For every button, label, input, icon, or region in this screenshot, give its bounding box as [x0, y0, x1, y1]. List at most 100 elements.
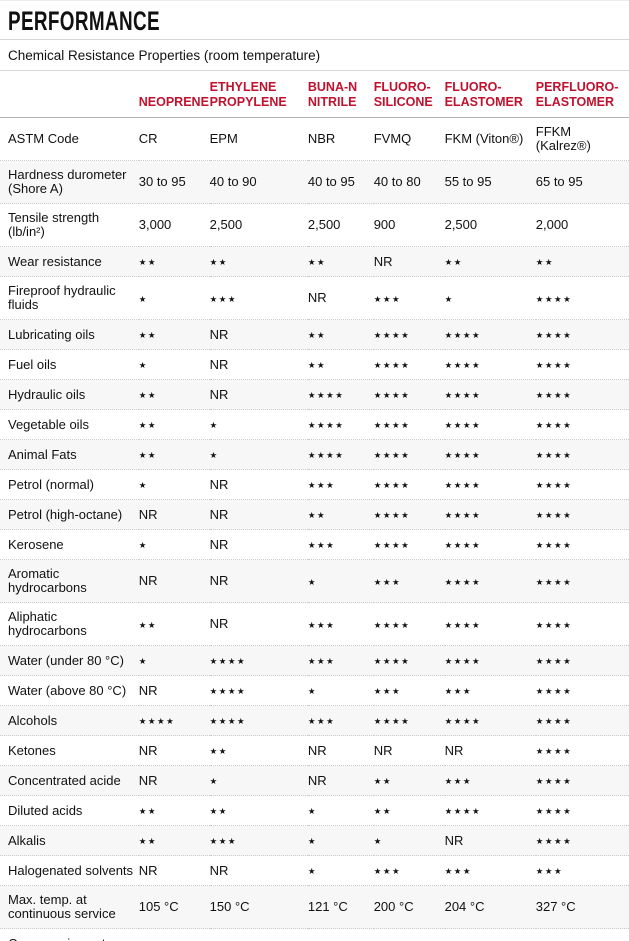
cell: ★: [209, 765, 308, 796]
cell: ★★★★: [373, 409, 445, 440]
cell: ★★★: [307, 705, 374, 736]
column-header-perfluoro-elastomer: PERFLUORO- ELASTOMER: [535, 71, 629, 118]
table-row: Water (under 80 °C) ★ ★★★★ ★★★ ★★★★ ★★★★ ★★★★: [0, 645, 629, 676]
table-row: Hardness durometer (Shore A) 30 to 95 40 to…: [0, 160, 629, 204]
cell: 2,500: [307, 203, 374, 247]
cell: EPM: [209, 131, 238, 146]
table-subtitle: Chemical Resistance Properties (room tem…: [0, 40, 629, 71]
cell: NR: [138, 735, 210, 766]
cell: ★★★★: [373, 645, 445, 676]
star-rating: ★: [373, 836, 383, 846]
star-rating: ★★★★: [209, 656, 247, 666]
star-rating: ★★★: [308, 939, 335, 941]
star-rating: ★★: [138, 450, 157, 460]
cell: ★★: [307, 499, 374, 530]
star-rating: ★★★★: [373, 540, 411, 550]
cell: ★★★: [138, 928, 210, 941]
table-row: Water (above 80 °C) NR ★★★★ ★ ★★★ ★★★ ★★★★: [0, 675, 629, 706]
cell: ★★★: [444, 765, 536, 796]
star-rating: ★★★★: [444, 806, 482, 816]
cell: 150 °C: [209, 885, 308, 929]
cell: NR: [373, 246, 445, 277]
cell: ★★: [138, 602, 210, 646]
cell: ★★★★: [373, 469, 445, 500]
cell: NR: [138, 765, 210, 796]
star-rating: ★★: [307, 510, 327, 520]
cell: NR: [209, 379, 308, 410]
row-label: Alkalis: [0, 825, 139, 856]
cell: ★★★★: [373, 602, 445, 646]
star-rating: ★★★: [307, 656, 336, 666]
table-row: Ketones NR ★★ NR NR NR ★★★★: [0, 735, 629, 766]
cell: ★★★: [373, 559, 445, 603]
star-rating: ★★★: [444, 776, 472, 786]
cell: ★★★: [307, 469, 374, 500]
table-row: Vegetable oils ★★ ★ ★★★★ ★★★★ ★★★★ ★★★★: [0, 409, 629, 440]
star-rating: ★★★★: [373, 390, 411, 400]
row-label: Diluted acids: [0, 795, 139, 826]
row-label: Vegetable oils: [0, 409, 139, 440]
star-rating: ★★★★: [373, 420, 411, 430]
row-label: Wear resistance: [0, 246, 139, 277]
star-rating: ★★★: [307, 540, 336, 550]
star-rating: ★★★★: [535, 510, 573, 520]
cell: ★★★★: [444, 469, 536, 500]
cell: ★★★★: [373, 705, 445, 736]
star-rating: ★★★★: [373, 510, 411, 520]
star-rating: ★★★★: [307, 420, 345, 430]
cell: ★★★: [444, 928, 536, 941]
row-label: Fuel oils: [0, 349, 139, 380]
cell: FFKM (Kalrez®): [535, 124, 591, 153]
cell: CR: [138, 131, 158, 146]
table-row: Aliphatic hydrocarbons ★★ NR ★★★ ★★★★ ★★★★ ★★★…: [0, 602, 629, 646]
page-header: PERFORMANCE: [0, 1, 629, 40]
cell: ★★★: [444, 675, 536, 706]
star-rating: ★★: [138, 257, 157, 267]
cell: 40 to 80: [373, 160, 445, 204]
cell: ★★★★: [535, 499, 629, 530]
table-row: Hydraulic oils ★★ NR ★★★★ ★★★★ ★★★★ ★★★★: [0, 379, 629, 410]
star-rating: ★★★★: [444, 480, 482, 490]
table-row: Fuel oils ★ NR ★★ ★★★★ ★★★★ ★★★★: [0, 349, 629, 380]
cell: ★★★★: [138, 705, 210, 736]
cell: 105 °C: [138, 885, 210, 929]
table-row: Alkalis ★★ ★★★ ★ ★ NR ★★★★: [0, 825, 629, 856]
cell: ★★★★: [373, 439, 445, 470]
cell: ★★★: [209, 825, 308, 856]
star-rating: ★★★★: [373, 619, 411, 630]
cell: NR: [209, 469, 308, 500]
star-rating: ★★★: [307, 619, 336, 630]
star-rating: ★★★★: [373, 450, 411, 460]
star-rating: ★★: [373, 806, 392, 816]
star-rating: ★: [209, 420, 219, 430]
star-rating: ★★★★: [444, 576, 482, 587]
cell: ★★: [138, 825, 210, 856]
cell: NR: [138, 675, 210, 706]
cell: ★★★★: [307, 439, 374, 470]
star-rating: ★★★★: [535, 806, 573, 816]
cell: ★★★: [444, 855, 536, 886]
table-header: NEOPRENE ETHYLENE PROPYLENE BUNA-N NITRILE FL…: [0, 71, 629, 118]
star-rating: ★★: [138, 420, 157, 430]
star-rating: ★: [307, 686, 317, 696]
star-rating: ★★★★: [535, 716, 573, 726]
cell: ★★: [138, 246, 210, 277]
cell: ★★★★: [535, 469, 629, 500]
table-row: Alcohols ★★★★ ★★★★ ★★★ ★★★★ ★★★★ ★★★★: [0, 705, 629, 736]
star-rating: ★★★★: [373, 360, 411, 370]
column-header-ethylene-propylene: ETHYLENE PROPYLENE: [209, 71, 308, 118]
cell: NR: [209, 529, 308, 560]
cell: ★: [138, 349, 210, 380]
cell: NR: [209, 559, 308, 603]
row-label: Ketones: [0, 735, 139, 766]
row-label: Kerosene: [0, 529, 139, 560]
star-rating: ★★: [138, 806, 157, 816]
cell: 2,500: [444, 203, 536, 247]
star-rating: ★★★★: [535, 746, 573, 756]
cell: ★★★★: [535, 602, 629, 646]
star-rating: ★★★: [444, 686, 472, 696]
cell: ★★★★: [444, 795, 536, 826]
cell: 2,500: [209, 203, 308, 247]
star-rating: ★★★★: [444, 716, 482, 726]
cell: ★★★★: [535, 735, 629, 766]
